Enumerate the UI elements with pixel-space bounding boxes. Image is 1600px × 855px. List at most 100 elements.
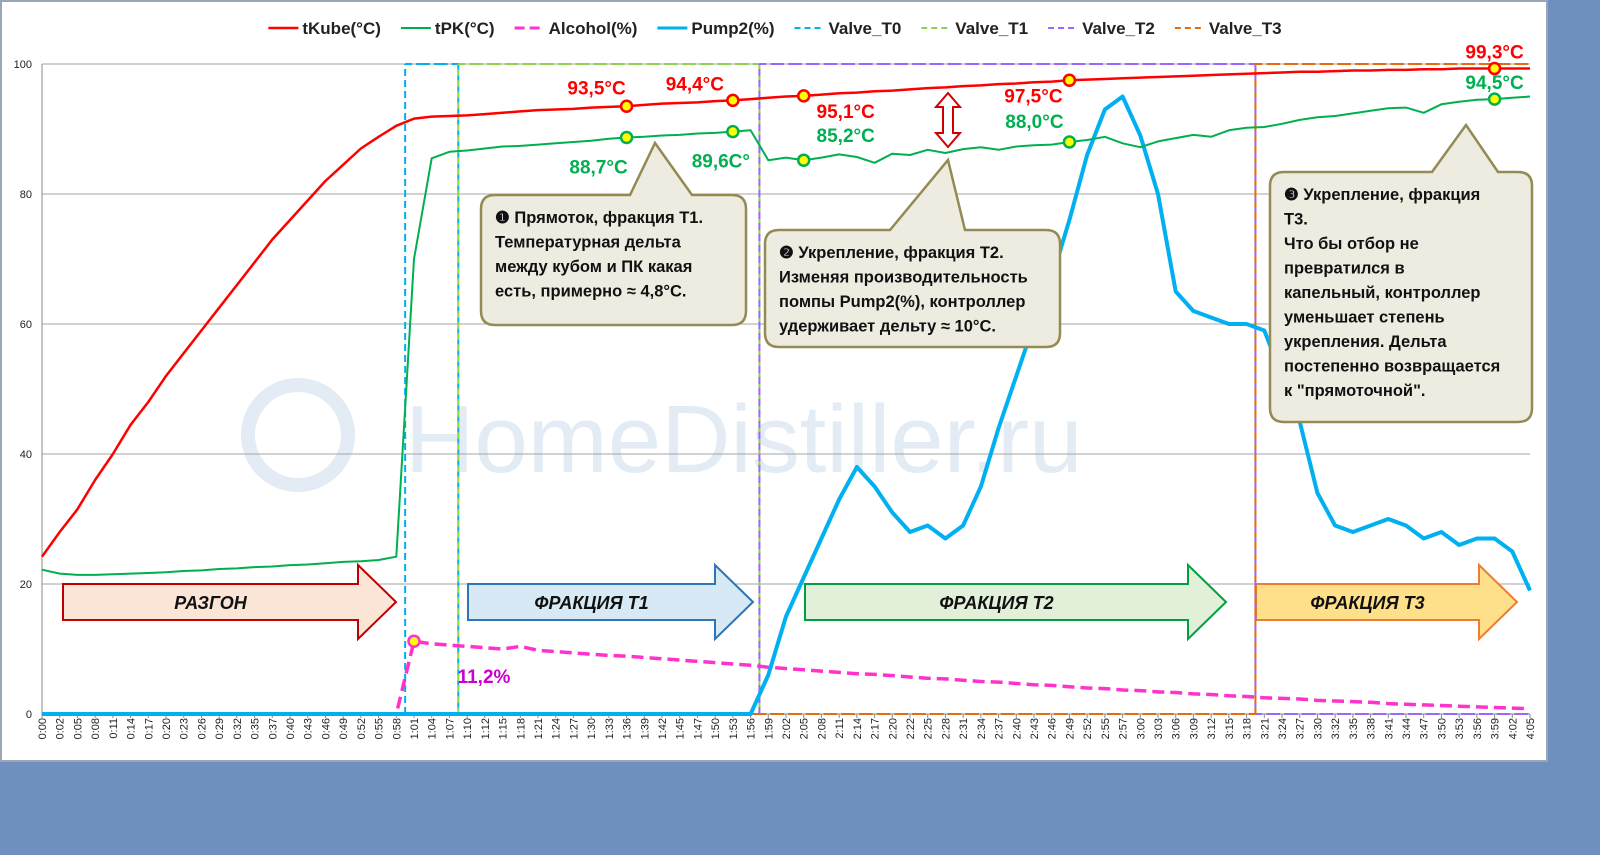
legend-label: Valve_T3 [1209,19,1282,38]
x-tick-label: 1:18 [515,718,527,739]
x-tick-label: 4:05 [1525,718,1537,739]
x-tick-label: 2:02 [781,718,793,739]
x-tick-label: 3:59 [1490,718,1502,739]
series-line [41,95,1531,576]
legend-label: Valve_T1 [955,19,1028,38]
y-tick-label: 100 [14,59,32,71]
x-tick-label: 1:39 [639,718,651,739]
x-tick-label: 3:41 [1383,718,1395,739]
point-label: 89,6C° [692,152,750,173]
point-marker [1487,92,1502,106]
legend-label: tKube(°C) [302,19,381,38]
phase-arrows: РАЗГОН ФРАКЦИЯ Т1 ФРАКЦИЯ Т2 ФРАКЦИЯ Т3 [62,562,1519,642]
series-line [42,639,1531,716]
x-tick-label: 3:35 [1348,718,1360,739]
x-tick-label: 3:38 [1366,718,1378,739]
x-tick-label: 4:02 [1507,718,1519,739]
series-line [40,67,1530,558]
legend-label: Pump2(%) [691,19,774,38]
callout-box [479,140,748,327]
callout-box [1268,122,1534,424]
x-tick-label: 1:01 [409,718,421,739]
x-tick-label: 1:27 [568,718,580,739]
x-tick-label: 1:45 [675,718,687,739]
x-tick-label: 3:27 [1295,718,1307,739]
x-tick-label: 0:05 [72,718,84,739]
x-tick-label: 3:47 [1419,718,1431,739]
callout-text: укрепления. Дельта [1284,333,1447,351]
x-tick-label: 1:07 [444,718,456,739]
callout-text: есть, примерно ≈ 4,8°С. [495,283,686,301]
point-labels: 93,5°C 94,4°C 95,1°C 97,5°C 99,3°C 88,7°C 89,6… [407,43,1524,688]
x-tick-label: 3:15 [1224,718,1236,739]
callout-text: постепенно возвращается [1284,358,1500,376]
callout-text: помпы Pump2(%), контроллер [779,293,1025,311]
y-tick-label: 20 [20,579,32,591]
x-tick-label: 2:37 [994,718,1006,739]
x-tick-label: 1:24 [551,718,563,739]
point-label: 94,4°C [666,74,725,95]
x-tick-label: 1:53 [728,718,740,739]
callouts: ❶ Прямоток, фракция Т1. Температурная дел… [479,122,1534,424]
point-marker [407,634,421,648]
point-label: 95,1°C [817,102,876,123]
legend-label: Alcohol(%) [549,19,638,38]
x-tick-label: 2:08 [816,718,828,739]
x-tick-label: 1:50 [710,718,722,739]
x-tick-label: 2:34 [976,718,988,739]
watermark-group: HomeDistiller.ru [241,378,1082,493]
x-tick-label: 0:58 [391,718,403,739]
callout-text: удерживает дельту ≈ 10°С. [779,318,996,336]
x-tick-label: 2:17 [870,718,882,739]
point-label: 99,3°C [1465,43,1524,64]
legend-label: Valve_T0 [829,19,902,38]
phase-arrow [804,562,1228,642]
y-tick-label: 80 [20,189,32,201]
x-tick-label: 3:53 [1454,718,1466,739]
x-tick-label: 0:40 [285,718,297,739]
x-tick-label: 2:52 [1082,718,1094,739]
point-label: 85,2°C [817,126,876,147]
point-label: 11,2% [458,667,511,688]
x-tick-label: 3:12 [1206,718,1218,739]
x-tick-label: 0:14 [126,718,138,739]
y-tick-label: 60 [20,319,32,331]
x-tick-label: 0:46 [320,718,332,739]
callout-text: ❸ Укрепление, фракция [1284,186,1480,204]
x-tick-label: 3:50 [1436,718,1448,739]
x-tick-label: 0:11 [108,718,120,739]
point-marker [1062,135,1077,149]
x-tick-label: 3:32 [1330,718,1342,739]
point-marker [1062,73,1077,87]
x-tick-label: 0:00 [37,718,49,739]
callout-text: Температурная дельта [495,234,682,252]
callout-text: между кубом и ПК какая [495,258,692,276]
callout-text: капельный, контроллер [1284,284,1481,302]
x-tick-label: 0:55 [374,718,386,739]
x-tick-label: 1:36 [622,718,634,739]
x-tick-label: 3:18 [1242,718,1254,739]
legend-label: tPK(°C) [435,19,495,38]
point-marker [619,130,634,145]
point-label: 97,5°C [1004,86,1063,107]
x-tick-label: 1:47 [692,718,704,739]
callout-text: ❷ Укрепление, фракция Т2. [779,244,1004,262]
x-tick-label: 1:12 [480,718,492,739]
x-tick-label: 3:56 [1472,718,1484,739]
phase-label: РАЗГОН [174,593,248,613]
point-label: 94,5°C [1465,73,1524,94]
legend-label: Valve_T2 [1082,19,1155,38]
x-tick-label: 0:43 [303,718,315,739]
x-tick-label: 2:25 [923,718,935,739]
x-tick-label: 3:24 [1277,718,1289,739]
x-tick-label: 0:49 [338,718,350,739]
phase-arrow [62,562,398,642]
x-tick-label: 1:04 [427,718,439,739]
x-tick-label: 3:00 [1135,718,1147,739]
x-tick-label: 0:29 [214,718,226,739]
point-label: 88,0°C [1005,112,1064,133]
x-tick-label: 0:20 [161,718,173,739]
x-tick-label: 3:03 [1153,718,1165,739]
x-tick-label: 3:09 [1188,718,1200,739]
